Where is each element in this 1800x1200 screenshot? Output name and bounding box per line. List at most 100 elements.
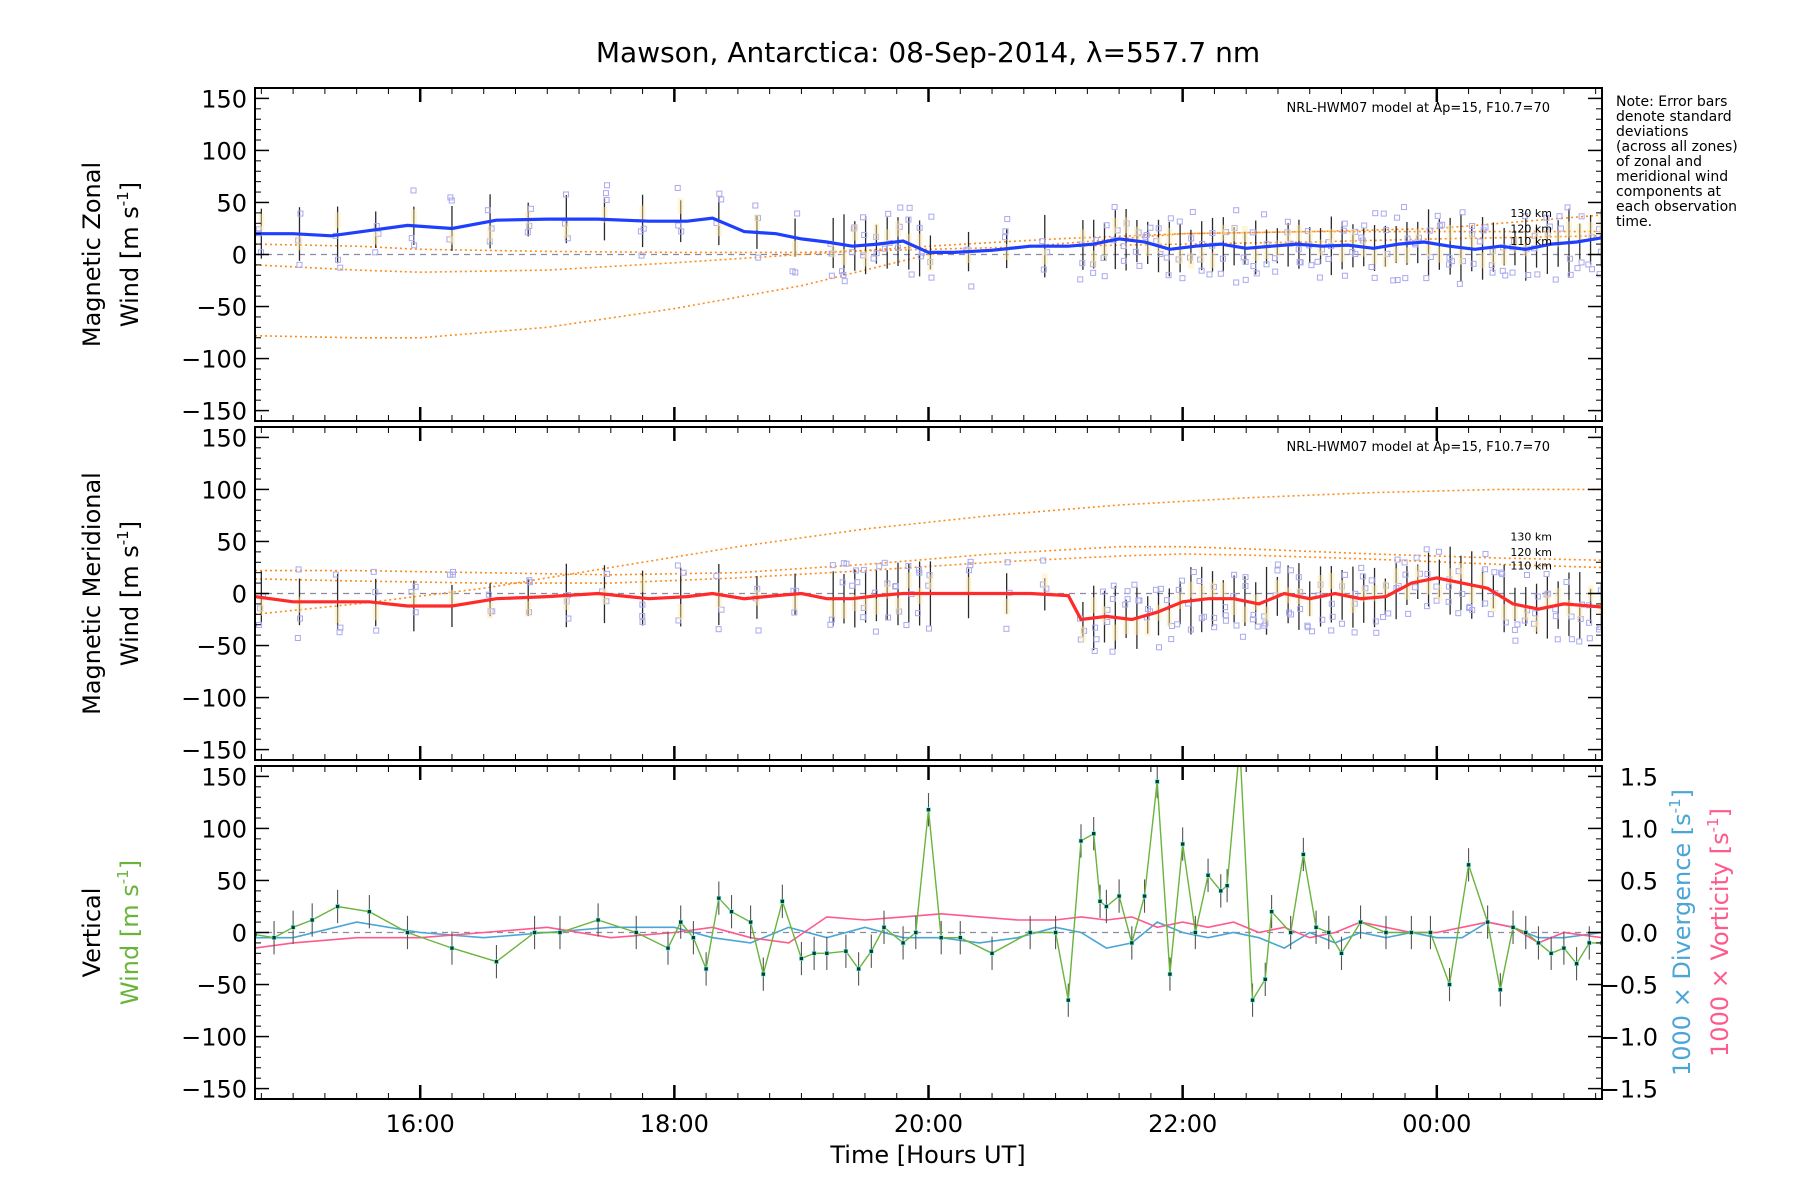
zone-point (916, 569, 923, 576)
zone-point (1163, 254, 1170, 261)
zone-point (1358, 564, 1365, 571)
y-tick-label: −100 (181, 685, 247, 713)
panel-meridional: NRL-HWM07 model at Ap=15, F10.7=70 130 km… (78, 424, 1603, 765)
zone-point (928, 213, 935, 220)
zone-point (1482, 550, 1489, 557)
zone-point (1489, 248, 1496, 255)
model-label: NRL-HWM07 model at Ap=15, F10.7=70 (1287, 440, 1551, 455)
zone-spread (1403, 247, 1410, 264)
vertical-wind-point (811, 951, 817, 956)
zone-point (1394, 214, 1401, 221)
vertical-wind-point (1205, 872, 1211, 878)
y-tick-label: 0 (232, 242, 247, 270)
zone-point (1261, 211, 1268, 218)
y-tick-label: −50 (196, 972, 247, 1000)
zone-spread (1133, 618, 1140, 635)
zone-point (839, 579, 846, 586)
zone-point (1338, 620, 1345, 627)
zone-point (870, 255, 877, 262)
zone-point (1394, 556, 1401, 563)
zone-point (375, 230, 382, 237)
y-tick-label: 100 (201, 476, 247, 504)
zone-point (1576, 638, 1583, 645)
y-tick-label: −150 (181, 1076, 247, 1104)
zone-point (1328, 600, 1335, 607)
zone-point (526, 222, 533, 229)
zone-spread (1479, 252, 1486, 269)
vertical-wind-point (1238, 743, 1242, 747)
zone-spread (1112, 217, 1119, 234)
zone-point (602, 190, 609, 197)
x-axis-label: Time [Hours UT] (829, 1141, 1025, 1169)
zone-point (885, 614, 892, 621)
zone-point (1222, 612, 1229, 619)
zone-spread (851, 224, 858, 241)
zone-point (1563, 578, 1570, 585)
zone-spread (1382, 250, 1389, 267)
right-tick-label: 1.0 (1620, 815, 1658, 843)
zone-point (1093, 636, 1100, 643)
zone-spread (1349, 228, 1356, 245)
model-tag: 130 km (1510, 530, 1552, 543)
zone-spread (1198, 584, 1205, 601)
zone-spread (916, 233, 923, 250)
y-tick-label: 50 (216, 189, 247, 217)
zone-point (1586, 635, 1593, 642)
zone-point (1101, 273, 1108, 280)
zone-spread (862, 594, 869, 611)
zone-point (1564, 204, 1571, 211)
zone-point (851, 224, 858, 231)
zone-point (1217, 270, 1224, 277)
zone-point (678, 228, 685, 235)
x-tick-label: 00:00 (1402, 1110, 1471, 1138)
zone-spread (916, 587, 923, 604)
zone-point (1287, 567, 1294, 574)
zone-spread (792, 240, 799, 257)
zone-point (905, 562, 912, 569)
zone-spread (601, 588, 608, 605)
zone-point (1545, 590, 1552, 597)
zone-point (1090, 261, 1097, 268)
zone-point (1316, 274, 1323, 281)
zone-point (675, 222, 682, 229)
zone-point (370, 568, 377, 575)
zone-spread (1241, 606, 1248, 623)
zone-spread (1447, 568, 1454, 585)
zone-point (1263, 261, 1270, 268)
zone-point (1372, 210, 1379, 217)
zone-point (914, 610, 921, 617)
zone-point (967, 558, 974, 565)
zone-spread (753, 214, 760, 231)
vertical-wind-point (1498, 987, 1503, 993)
zone-point (674, 184, 681, 191)
vertical-wind-point (633, 930, 639, 935)
zone-point (1469, 231, 1476, 238)
zone-point (1092, 624, 1099, 631)
zone-point (1578, 259, 1585, 266)
zone-point (1153, 238, 1160, 245)
zone-point (1566, 255, 1573, 262)
zone-spread (1555, 231, 1562, 248)
vertical-wind-point (1485, 919, 1490, 925)
zone-point (1411, 584, 1418, 591)
zone-point (1339, 583, 1346, 590)
zone-point (1499, 571, 1506, 578)
zone-point (1349, 249, 1356, 256)
zone-point (1546, 223, 1553, 230)
y-tick-label: 50 (216, 528, 247, 556)
model-label: NRL-HWM07 model at Ap=15, F10.7=70 (1287, 101, 1551, 116)
zone-point (1168, 636, 1175, 643)
zone-point (1577, 615, 1584, 622)
zone-spread (965, 577, 972, 594)
right-tick-label: 0.5 (1620, 867, 1658, 895)
zone-point (1402, 571, 1409, 578)
zone-point (925, 625, 932, 632)
zone-point (1250, 263, 1257, 270)
vertical-wind-point (691, 935, 696, 941)
zone-point (524, 229, 531, 236)
zone-point (1523, 571, 1530, 578)
zone-point (1262, 620, 1269, 627)
vertical-wind-point (1104, 904, 1109, 909)
vertical-wind-point (1097, 898, 1103, 904)
zone-point (1233, 279, 1240, 286)
